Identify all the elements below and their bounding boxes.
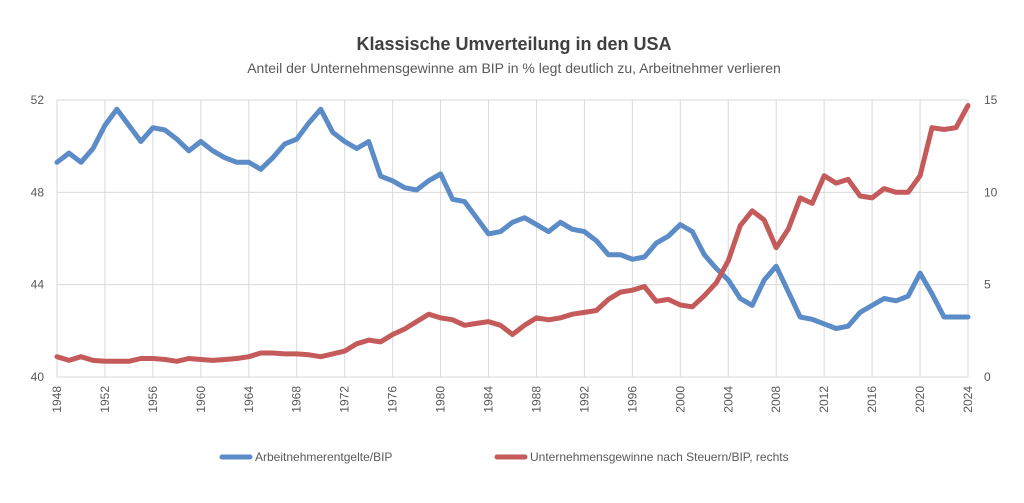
x-tick-label: 1984 [482, 386, 496, 413]
chart-title: Klassische Umverteilung in den USA [356, 34, 671, 54]
series-line-1 [54, 106, 971, 331]
gridlines [56, 99, 969, 378]
x-tick-label: 2024 [961, 386, 975, 413]
x-tick-label: 2012 [817, 386, 831, 413]
y-right-tick-label: 5 [984, 278, 991, 292]
chart-subtitle: Anteil der Unternehmensgewinne am BIP in… [247, 60, 781, 76]
x-tick-label: 2004 [721, 386, 735, 413]
y-left-tick-label: 40 [31, 370, 45, 384]
x-tick-label: 2008 [769, 386, 783, 413]
x-tick-label: 1996 [625, 386, 639, 413]
legend-label-series-1: Arbeitnehmerentgelte/BIP [255, 450, 392, 464]
x-axis: 1948 1952 1956 1960 1964 1968 1972 1976 1980 1984… [50, 386, 975, 413]
y-left-tick-label: 48 [31, 185, 45, 199]
x-tick-label: 2016 [865, 386, 879, 413]
y-axis-left: 40 44 48 52 [31, 93, 45, 384]
x-tick-label: 1964 [242, 386, 256, 413]
x-tick-label: 1972 [338, 386, 352, 413]
x-tick-label: 1968 [290, 386, 304, 413]
y-right-tick-label: 0 [984, 370, 991, 384]
y-left-tick-label: 44 [31, 278, 45, 292]
x-tick-label: 1960 [194, 386, 208, 413]
y-right-tick-label: 10 [984, 185, 998, 199]
x-tick-label: 1976 [386, 386, 400, 413]
x-tick-label: 1948 [50, 386, 64, 413]
x-tick-label: 2020 [913, 386, 927, 413]
x-tick-label: 1988 [529, 386, 543, 413]
x-tick-label: 1952 [98, 386, 112, 413]
legend-label-series-2: Unternehmensgewinne nach Steuern/BIP, re… [530, 450, 789, 464]
y-right-tick-label: 15 [984, 93, 998, 107]
x-tick-label: 2000 [673, 386, 687, 413]
series-lines [54, 103, 971, 364]
x-tick-label: 1980 [434, 386, 448, 413]
y-left-tick-label: 52 [31, 93, 45, 107]
y-axis-right: 0 5 10 15 [984, 93, 998, 384]
x-tick-label: 1992 [577, 386, 591, 413]
legend: Arbeitnehmerentgelte/BIP Unternehmensgew… [219, 450, 789, 464]
x-tick-label: 1956 [146, 386, 160, 413]
series-line-2 [54, 103, 971, 364]
